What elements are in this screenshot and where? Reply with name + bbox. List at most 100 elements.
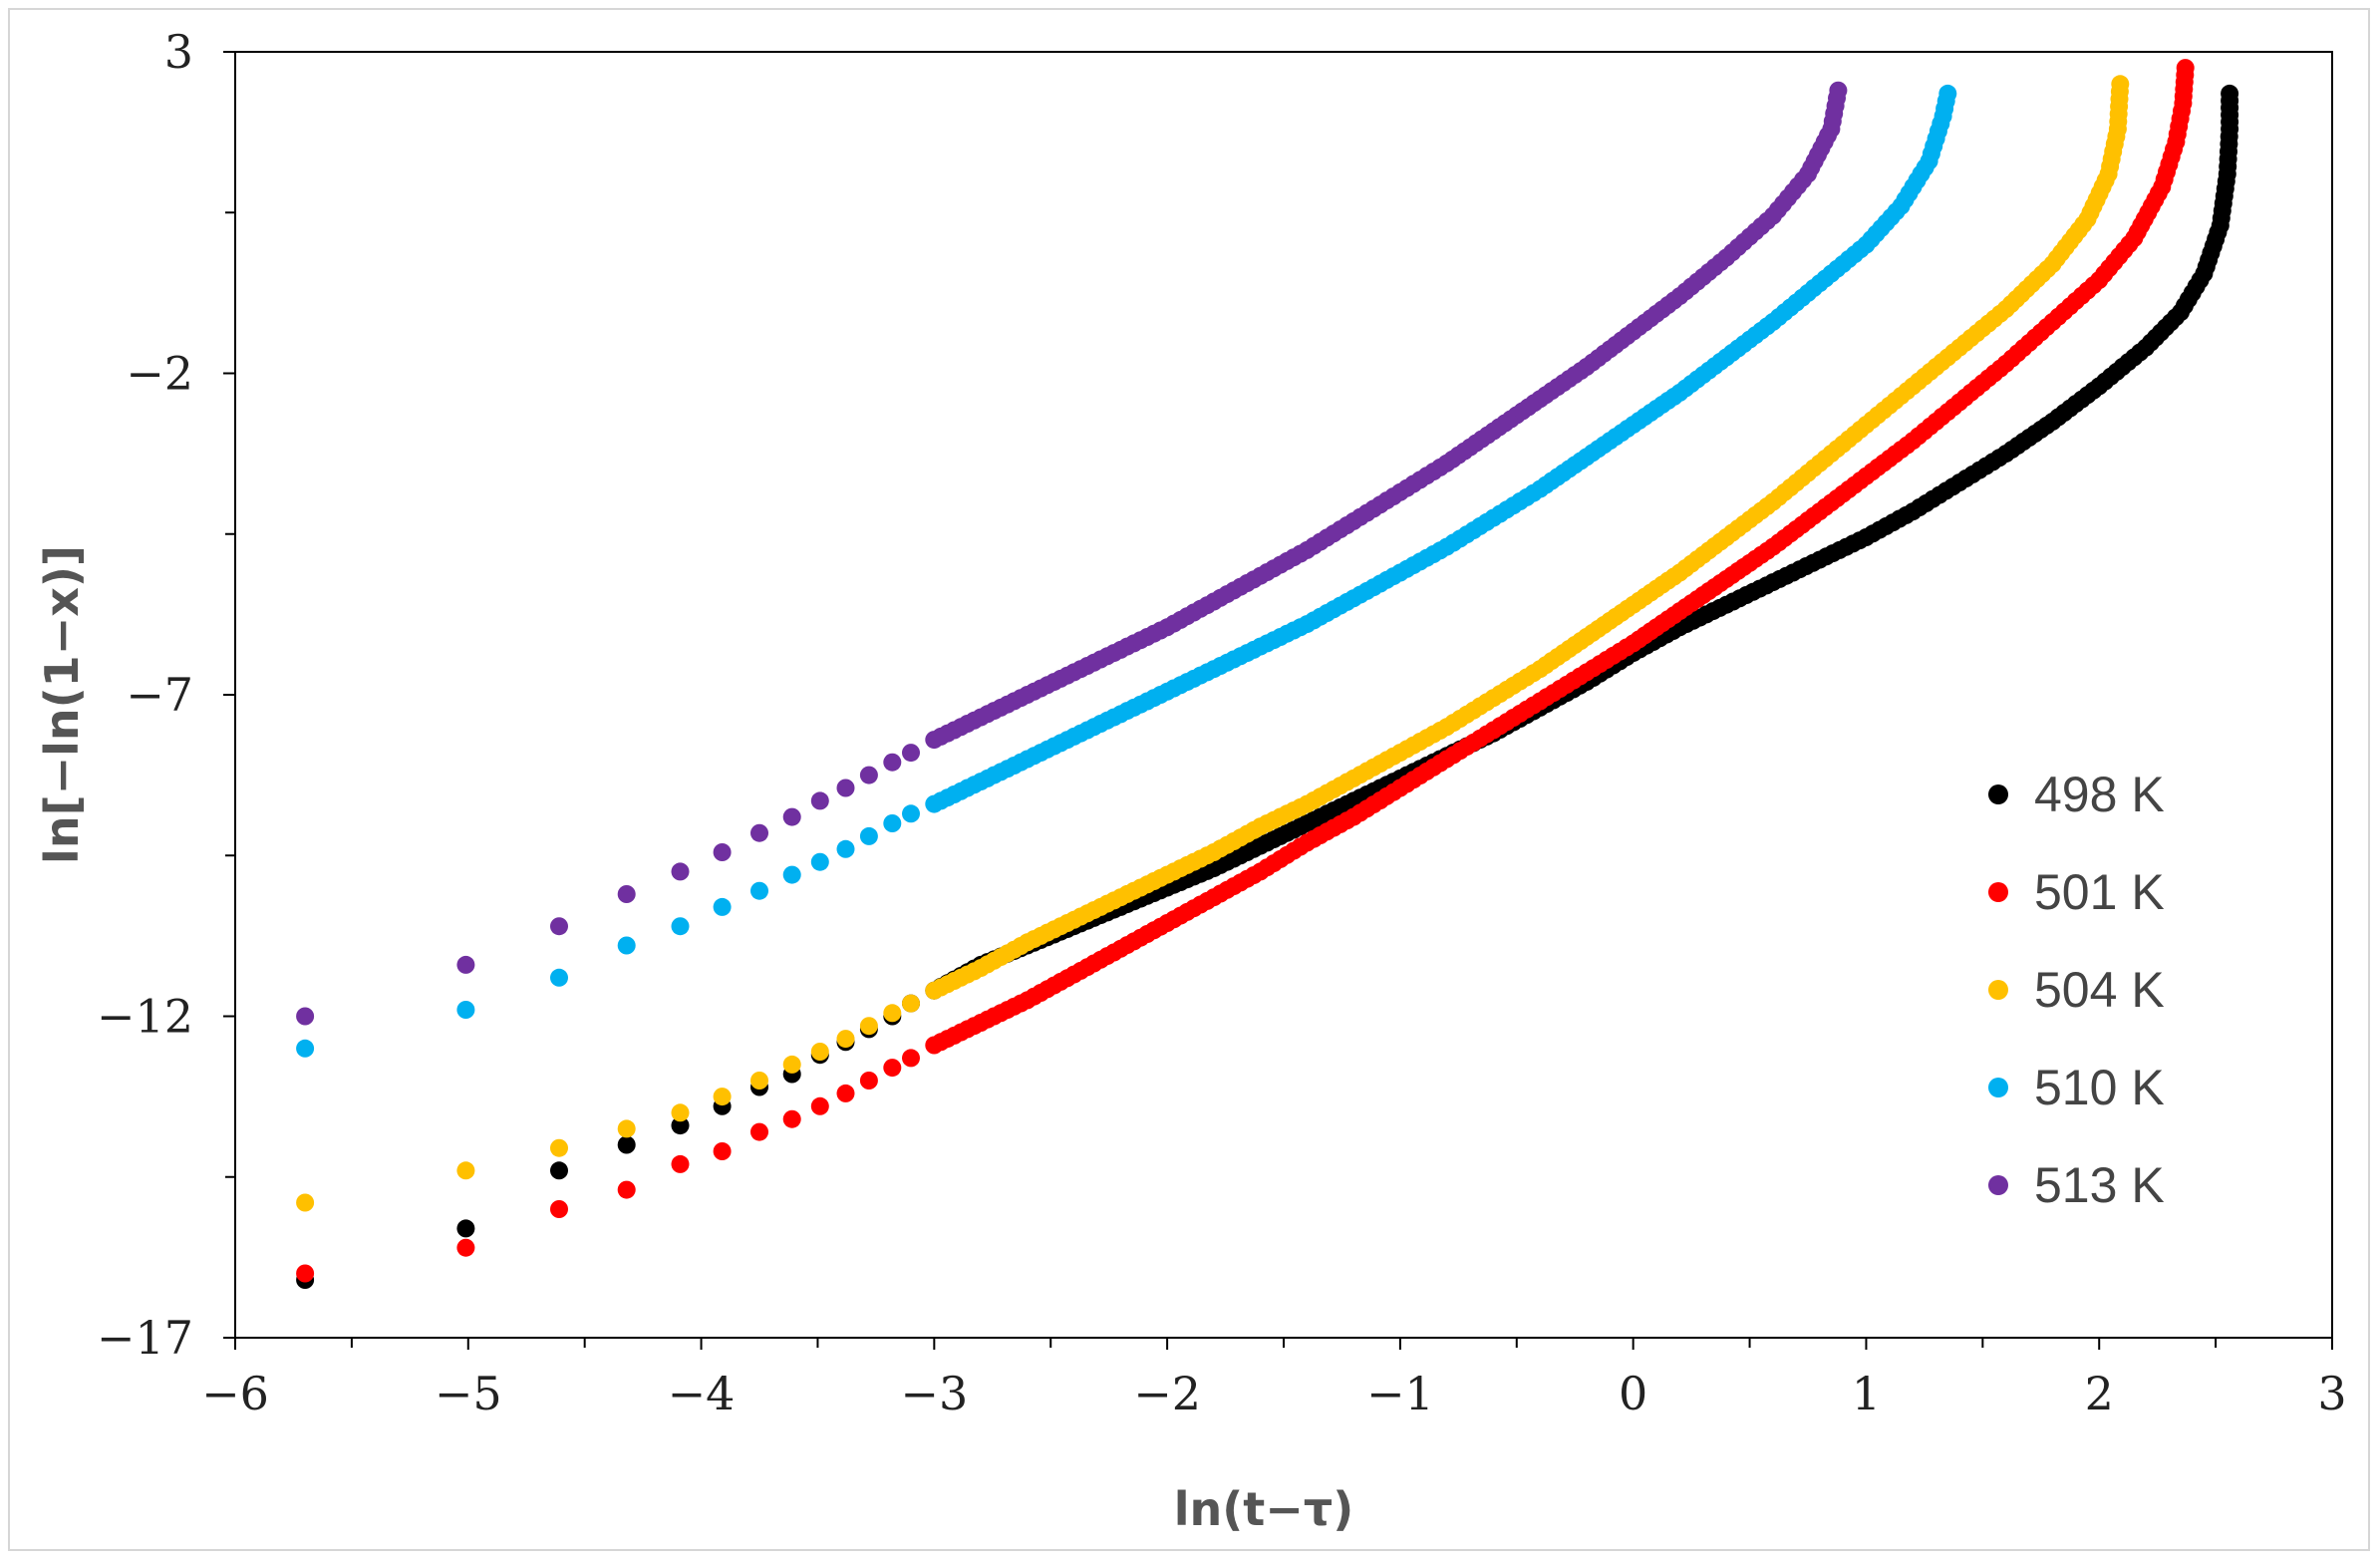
x-tick-label: 3 <box>2317 1367 2346 1420</box>
data-point <box>617 1135 636 1154</box>
data-point <box>550 968 568 987</box>
series-498-k <box>296 84 2239 1289</box>
figure-frame <box>8 8 2370 1551</box>
data-point <box>456 1001 475 1019</box>
data-point <box>836 1084 855 1102</box>
data-point <box>859 766 878 784</box>
y-tick-label: 3 <box>164 25 193 79</box>
data-point <box>456 955 475 974</box>
data-point <box>671 1116 690 1135</box>
data-point <box>836 779 855 797</box>
legend-marker <box>1988 1175 2008 1195</box>
data-point <box>782 1055 801 1074</box>
data-point <box>550 917 568 936</box>
data-point <box>617 936 636 955</box>
data-point <box>750 1072 768 1090</box>
data-point <box>902 994 920 1013</box>
x-tick-label: 0 <box>1619 1367 1647 1420</box>
data-point <box>550 1200 568 1218</box>
data-point <box>810 1096 829 1115</box>
data-point <box>456 1238 475 1257</box>
data-point <box>810 791 829 810</box>
data-point <box>836 1030 855 1049</box>
data-point <box>296 1007 315 1026</box>
data-point <box>902 1049 920 1068</box>
legend-label: 510 K <box>2034 1060 2165 1115</box>
data-points <box>296 59 2239 1289</box>
data-point <box>1938 84 1957 103</box>
data-point <box>456 1219 475 1238</box>
x-axis-title: ln(t−τ) <box>1174 1482 1353 1536</box>
series-510-k <box>296 84 1957 1058</box>
data-point <box>617 1119 636 1138</box>
data-point <box>902 744 920 763</box>
data-point <box>550 1161 568 1180</box>
data-point <box>750 881 768 900</box>
data-point <box>859 1017 878 1036</box>
y-axis-title: ln[−ln(1−x)] <box>35 545 89 864</box>
data-point <box>617 1180 636 1199</box>
data-point <box>2176 59 2195 78</box>
data-point <box>883 1059 902 1078</box>
x-tick-label: 2 <box>2085 1367 2114 1420</box>
data-point <box>713 1088 732 1106</box>
data-point <box>671 862 690 881</box>
x-tick-label: −5 <box>435 1367 502 1420</box>
legend-label: 504 K <box>2034 962 2165 1018</box>
y-tick-label: −17 <box>97 1311 193 1365</box>
data-point <box>713 843 732 861</box>
legend-label: 498 K <box>2034 767 2165 822</box>
data-point <box>836 839 855 858</box>
data-point <box>859 826 878 845</box>
data-point <box>782 807 801 826</box>
data-point <box>713 897 732 916</box>
y-tick-label: −2 <box>126 347 193 401</box>
plot-border <box>234 51 2333 1339</box>
data-point <box>750 1122 768 1141</box>
data-point <box>859 1072 878 1090</box>
x-tick-label: −4 <box>668 1367 736 1420</box>
legend-marker <box>1988 1078 2008 1097</box>
data-point <box>782 865 801 884</box>
y-tick-label: −12 <box>97 990 193 1044</box>
plot-area <box>234 51 2333 1339</box>
data-point <box>2221 84 2239 103</box>
legend-marker <box>1988 980 2008 1000</box>
axis-labels: −6 −5 −4 −3 −2 −1 0 1 2 3 3 −2 −7 −12 −17 ln(t−τ) ln[−ln… <box>35 25 2347 1536</box>
legend-marker <box>1988 784 2008 804</box>
x-tick-label: 1 <box>1852 1367 1881 1420</box>
data-point <box>550 1138 568 1157</box>
data-point <box>296 1264 315 1283</box>
legend-label: 501 K <box>2034 864 2165 920</box>
data-point <box>2111 75 2130 94</box>
x-tick-label: −6 <box>201 1367 269 1420</box>
legend-marker <box>1988 882 2008 902</box>
series-501-k <box>296 59 2195 1283</box>
data-point <box>1829 81 1848 100</box>
data-point <box>883 814 902 832</box>
y-tick-label: −7 <box>126 668 193 722</box>
data-point <box>713 1142 732 1160</box>
series-504-k <box>296 75 2130 1212</box>
x-tick-label: −3 <box>900 1367 968 1420</box>
data-point <box>456 1161 475 1180</box>
data-point <box>671 1154 690 1173</box>
data-point <box>750 823 768 842</box>
data-point <box>883 753 902 772</box>
data-point <box>782 1109 801 1128</box>
x-tick-label: −1 <box>1366 1367 1434 1420</box>
data-point <box>617 885 636 903</box>
x-tick-label: −2 <box>1133 1367 1201 1420</box>
data-point <box>902 804 920 823</box>
data-point <box>671 1103 690 1122</box>
data-point <box>296 1039 315 1058</box>
axis-ticks <box>223 51 2333 1350</box>
data-point <box>883 1004 902 1023</box>
legend: 498 K 501 K 504 K 510 K 513 K <box>1988 767 2165 1213</box>
legend-label: 513 K <box>2034 1157 2165 1213</box>
data-point <box>810 852 829 871</box>
data-point <box>296 1193 315 1212</box>
series-513-k <box>296 81 1848 1026</box>
data-point <box>810 1043 829 1061</box>
